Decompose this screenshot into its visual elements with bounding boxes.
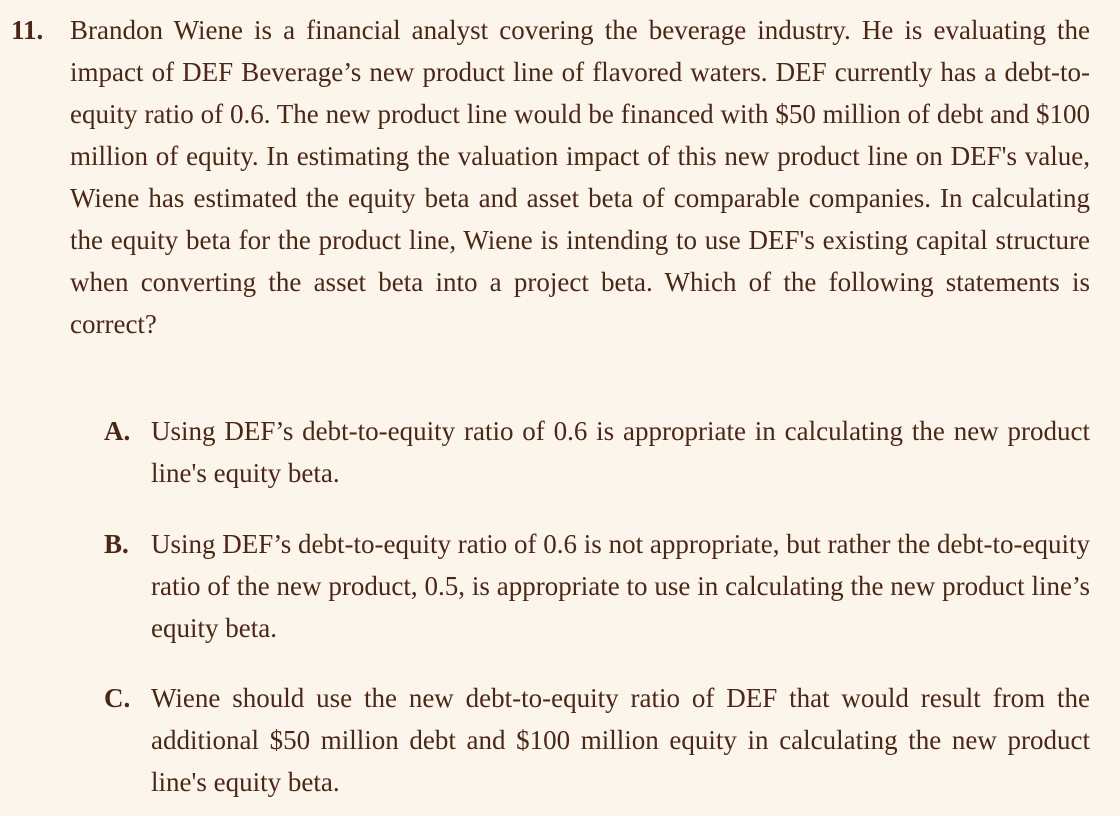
question-stem: Brandon Wiene is a financial analyst cov… [70,15,1090,339]
question-number: 11. [11,15,44,45]
option-a-text: Using DEF’s debt-to-equity ratio of 0.6 … [151,416,1090,488]
option-b-letter: B. [104,529,129,559]
option-a-letter: A. [104,416,131,446]
option-c-letter: C. [104,683,131,713]
option-b-text: Using DEF’s debt-to-equity ratio of 0.6 … [151,529,1090,643]
option-c-text: Wiene should use the new debt-to-equity … [151,683,1090,797]
